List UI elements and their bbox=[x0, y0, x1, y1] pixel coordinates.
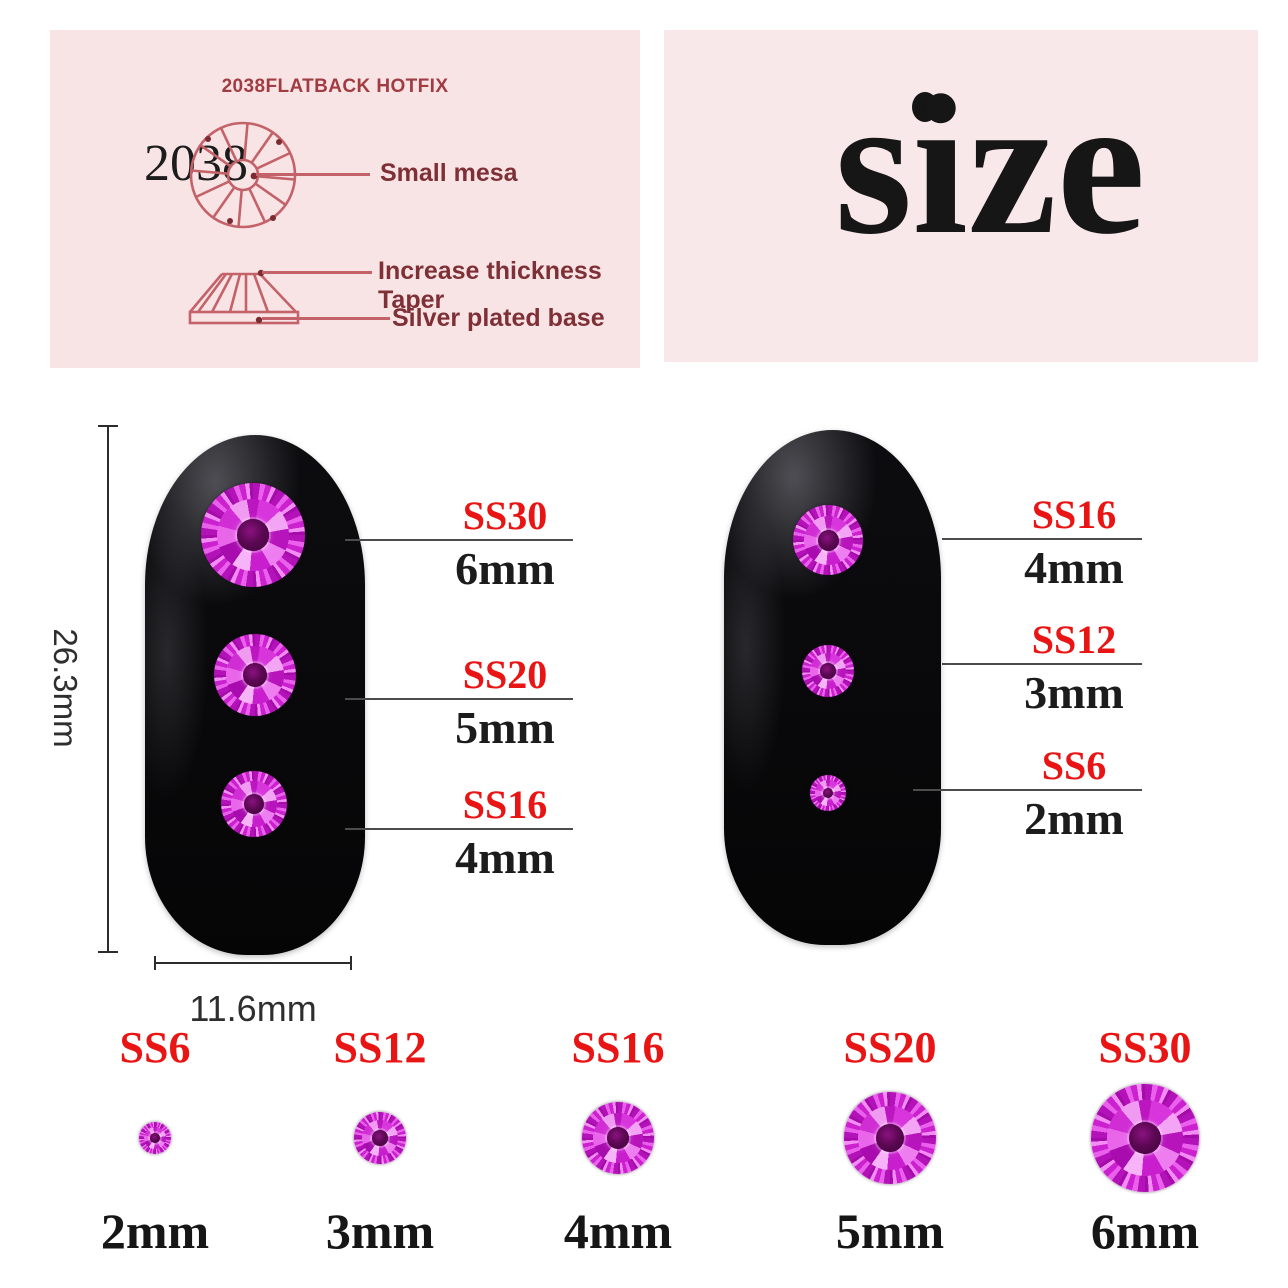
chart-size-4mm: 4mm bbox=[563, 1203, 673, 1259]
label-4mm-right: 4mm bbox=[1024, 542, 1124, 593]
chart-stone-ss30 bbox=[1091, 1084, 1199, 1192]
leader-line-ss6 bbox=[913, 789, 1142, 791]
callout-increase-thickness: Increase thickness bbox=[378, 257, 602, 285]
nail-height-label: 26.3mm bbox=[47, 628, 84, 748]
leader-line-ss12 bbox=[942, 663, 1142, 665]
label-ss6: SS6 bbox=[1041, 743, 1107, 788]
chart-label-ss20: SS20 bbox=[843, 1023, 937, 1072]
callout-silver-base: Silver plated base bbox=[392, 304, 605, 332]
label-ss30: SS30 bbox=[462, 493, 548, 538]
nail-width-dimension-line bbox=[155, 962, 352, 964]
spec-panel-title: 2038FLATBACK HOTFIX bbox=[221, 76, 449, 97]
chart-label-ss30: SS30 bbox=[1098, 1023, 1192, 1072]
chart-stone-ss12 bbox=[354, 1112, 406, 1164]
label-2mm: 2mm bbox=[1024, 793, 1124, 844]
label-ss16-left: SS16 bbox=[462, 782, 548, 827]
thickness-leader-line bbox=[262, 271, 372, 274]
leader-line-ss16-right bbox=[942, 538, 1142, 540]
size-panel-title: size bbox=[834, 55, 1146, 276]
small-mesa-leader-line bbox=[256, 173, 370, 176]
rhinestone-ss6 bbox=[810, 775, 846, 811]
rhinestone-ss16 bbox=[221, 771, 287, 837]
leader-line-ss30 bbox=[345, 539, 573, 541]
chart-stone-ss20 bbox=[844, 1092, 936, 1184]
chart-label-ss16: SS16 bbox=[571, 1023, 665, 1072]
chart-label-ss6: SS6 bbox=[119, 1023, 191, 1072]
label-3mm: 3mm bbox=[1024, 667, 1124, 718]
label-6mm: 6mm bbox=[455, 543, 555, 594]
chart-size-3mm: 3mm bbox=[325, 1203, 435, 1259]
callout-taper: Taper bbox=[378, 286, 445, 314]
nail-height-dimension-line bbox=[107, 426, 109, 953]
chart-size-6mm: 6mm bbox=[1090, 1203, 1200, 1259]
nail-height-dimension-cap-top bbox=[98, 425, 118, 427]
chart-stone-ss16 bbox=[582, 1102, 654, 1174]
spec-panel: 2038FLATBACK HOTFIX 2038 bbox=[50, 30, 640, 368]
chart-stone-ss6 bbox=[139, 1122, 171, 1154]
label-5mm: 5mm bbox=[455, 702, 555, 753]
nail-large-stones bbox=[145, 435, 365, 955]
leader-line-ss16-left bbox=[345, 828, 573, 830]
callout-small-mesa: Small mesa bbox=[380, 159, 518, 187]
chart-label-ss12: SS12 bbox=[333, 1023, 427, 1072]
rhinestone-ss12 bbox=[802, 645, 854, 697]
label-4mm-left: 4mm bbox=[455, 832, 555, 883]
chart-size-5mm: 5mm bbox=[835, 1203, 945, 1259]
rhinestone-ss20 bbox=[214, 634, 296, 716]
nail-width-dimension-cap-right bbox=[350, 956, 352, 970]
rhinestone-ss30 bbox=[201, 483, 305, 587]
base-leader-line bbox=[262, 317, 390, 320]
label-ss16-right: SS16 bbox=[1031, 492, 1117, 537]
label-ss12: SS12 bbox=[1031, 617, 1117, 662]
nail-height-dimension-cap-bottom bbox=[98, 951, 118, 953]
size-panel: size bbox=[664, 30, 1258, 362]
nail-small-stones bbox=[724, 430, 941, 945]
nail-width-dimension-cap-left bbox=[154, 956, 156, 970]
nail-width-label: 11.6mm bbox=[189, 988, 317, 1029]
chart-size-2mm: 2mm bbox=[100, 1203, 210, 1259]
rhinestone-top-view-diagram bbox=[189, 121, 297, 229]
label-ss20: SS20 bbox=[462, 652, 548, 697]
rhinestone-ss16-right bbox=[793, 505, 863, 575]
size-title-dot bbox=[912, 92, 938, 122]
leader-line-ss20 bbox=[345, 698, 573, 700]
